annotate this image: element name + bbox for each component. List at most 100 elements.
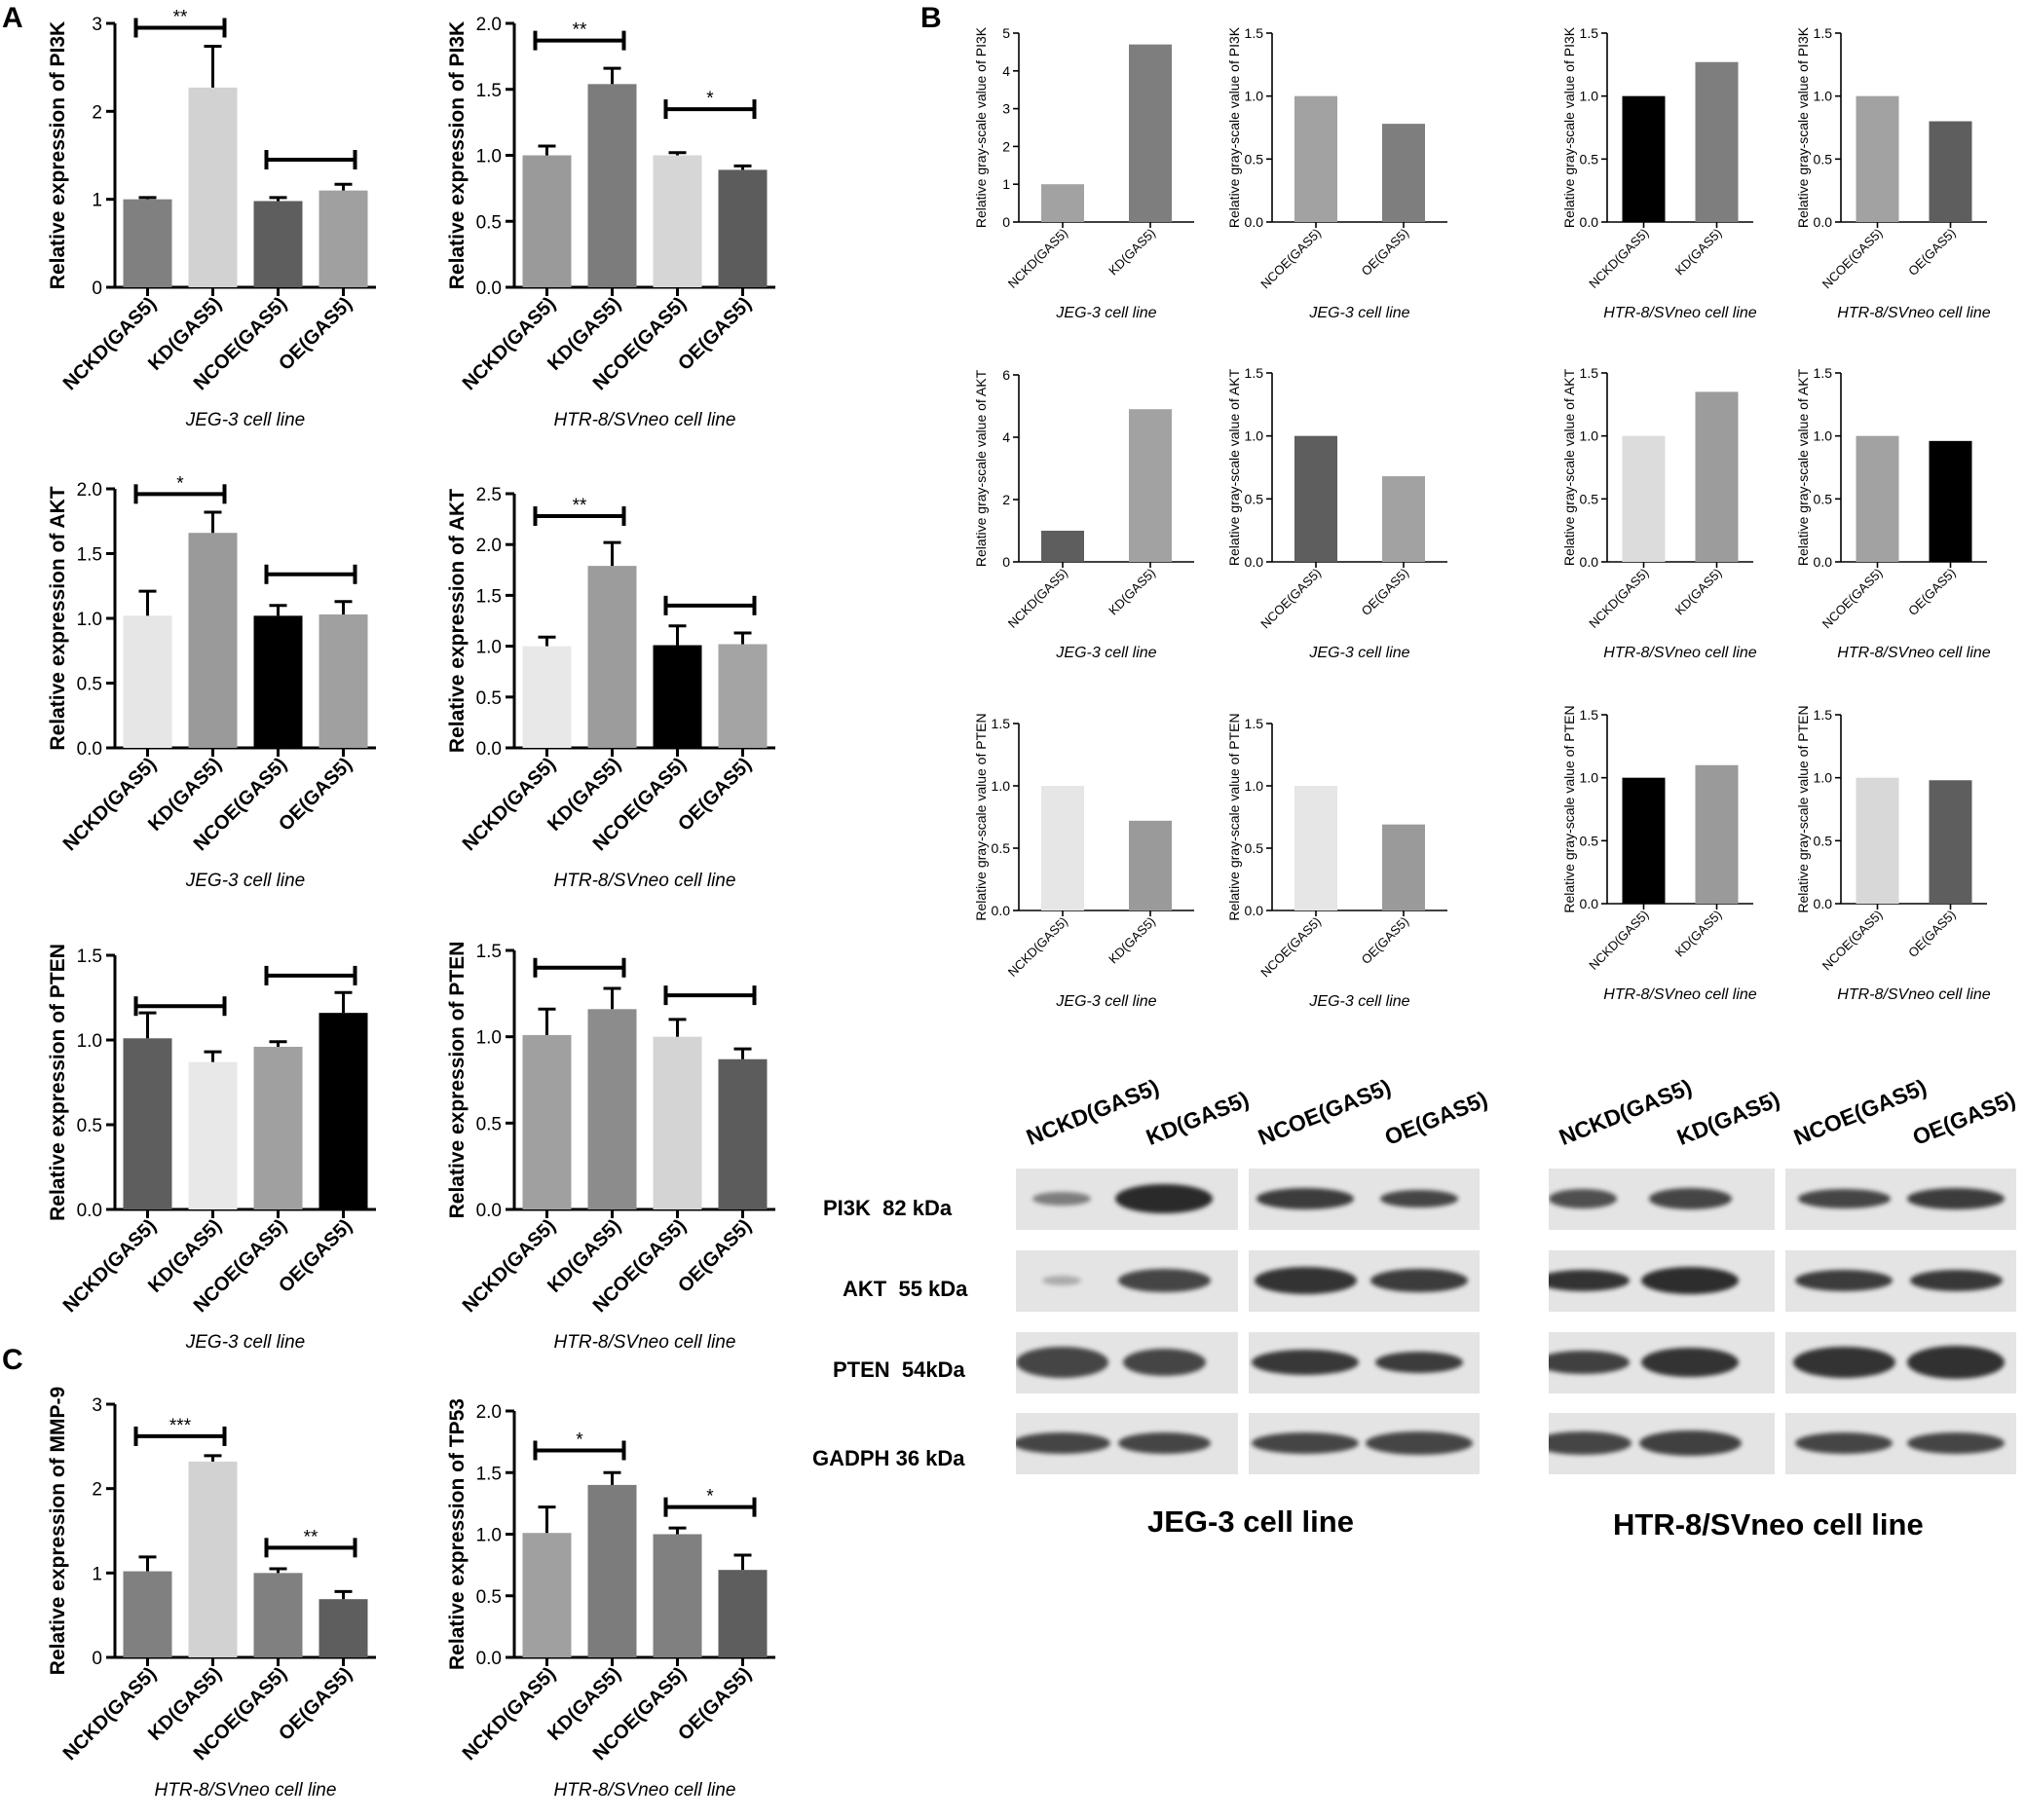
blot-strip [1249,1250,1480,1312]
y-tick-label: 1.0 [476,147,502,167]
blot-strip [1249,1332,1480,1393]
blot-band [1909,1270,2003,1291]
bar [653,1534,702,1657]
blot-band [1549,1189,1617,1208]
blot-band [1795,1432,1893,1454]
bar [123,615,172,748]
blot-strip [1785,1332,2016,1393]
y-axis-label: Relative expression of AKT [446,489,469,753]
y-tick-label: 0 [1002,554,1010,570]
x-axis-label: HTR-8/SVneo cell line [1603,305,1757,321]
y-tick-label: 1.5 [476,586,502,607]
y-tick-label: 0.0 [992,903,1011,918]
chart-A-akt-htr: 0.0 0.5 1.0 1.5 2.0 2.5 Relative expression of… [446,485,775,891]
x-tick-label: NCKD(GAS5) [459,1663,560,1764]
bar [253,615,303,748]
y-tick-label: 1.0 [1814,89,1833,104]
blot-band [1117,1432,1211,1454]
y-axis-label: Relative expression of PI3K [47,21,69,289]
panel-label-b: B [920,2,942,34]
sig-label: ** [573,20,587,41]
y-tick-label: 6 [1002,367,1010,383]
y-tick-label: 0.5 [476,1587,502,1608]
blot-band [1254,1267,1357,1294]
y-tick-label: 1.0 [1814,428,1833,444]
y-axis-label: Relative gray-scale value of PTEN [1795,705,1811,912]
bar [123,199,172,287]
blot-band [1907,1188,2005,1209]
bar [718,169,768,287]
y-axis-label: Relative gray-scale value of AKT [973,369,989,567]
bar [1856,95,1899,223]
sig-label: * [706,1487,714,1507]
blot-band [1641,1267,1739,1294]
blot-band [1797,1189,1891,1208]
x-tick-label: KD(GAS5) [1672,226,1725,279]
blot-band [1549,1351,1630,1374]
y-tick-label: 2.0 [476,1402,502,1423]
blot-band [1907,1432,2005,1454]
y-tick-label: 0.0 [476,279,502,299]
x-tick-label: NCKD(GAS5) [459,754,560,855]
y-tick-label: 0.5 [992,840,1011,856]
x-axis-label: HTR-8/SVneo cell line [554,410,736,430]
y-tick-label: 1.0 [992,778,1011,794]
y-tick-label: 1.5 [77,545,102,566]
y-tick-label: 1.0 [1580,89,1599,104]
x-tick-label: OE(GAS5) [1905,226,1959,279]
x-axis-label: JEG-3 cell line [185,1332,306,1353]
blot-band [1042,1276,1081,1285]
x-tick-label: NCOE(GAS5) [1257,226,1324,292]
bar [1382,476,1425,562]
y-tick-label: 0.0 [77,1201,102,1221]
chart-A-pi3k-jeg3: 0 1 2 3 Relative expression of PI3K NCKD(GAS5… [47,8,376,430]
blot-band [1375,1352,1463,1373]
x-tick-label: NCKD(GAS5) [59,1215,161,1317]
bar [188,1461,238,1657]
y-tick-label: 0.5 [476,688,502,709]
x-tick-label: NCKD(GAS5) [1586,226,1651,291]
y-tick-label: 3 [92,1395,102,1416]
y-tick-label: 0.0 [1580,896,1599,911]
bar [1294,786,1337,910]
bar [319,614,368,748]
y-tick-label: 2 [92,102,102,123]
bar [1929,440,1972,562]
y-axis-label: Relative gray-scale value of PTEN [1561,705,1577,912]
bar [188,533,238,748]
y-tick-label: 3 [92,15,102,35]
bar [718,1059,768,1209]
x-tick-label: KD(GAS5) [1106,226,1158,279]
bar [123,1038,172,1209]
y-tick-label: 4 [1002,429,1010,445]
wb-protein-label: PTEN 54kDa [833,1357,965,1382]
y-tick-label: 1.0 [1814,770,1833,786]
blot-band [1016,1347,1108,1378]
y-tick-label: 2.0 [476,15,502,35]
sig-label: ** [304,1527,319,1547]
y-tick-label: 0.0 [1580,554,1599,570]
y-tick-label: 1.5 [1814,25,1833,41]
x-tick-label: OE(GAS5) [1359,226,1412,279]
y-tick-label: 1.0 [1580,770,1599,786]
blot-strip [1549,1413,1775,1474]
bar [319,1599,368,1657]
blot-strip [1549,1332,1775,1393]
y-tick-label: 1 [92,191,102,211]
sig-label: * [176,473,184,494]
blot-strip [1016,1250,1238,1312]
bar [1382,124,1425,222]
blot-band [1795,1270,1893,1291]
y-tick-label: 4 [1002,63,1010,79]
wb-protein-label: PI3K 82 kDa [823,1196,953,1220]
y-tick-label: 0.5 [476,1114,502,1134]
y-tick-label: 0.0 [476,1201,502,1221]
bar [653,155,702,287]
y-tick-label: 0.0 [1245,214,1264,230]
y-tick-label: 0.0 [1814,554,1833,570]
y-tick-label: 0.0 [476,739,502,760]
